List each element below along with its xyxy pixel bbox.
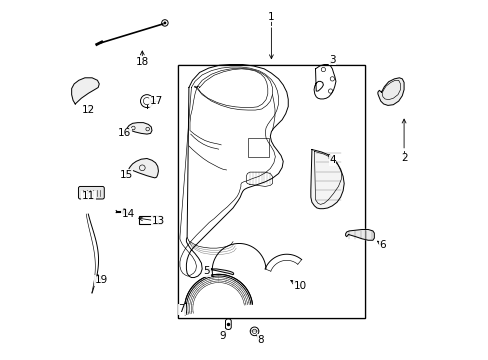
Text: 14: 14 — [121, 209, 134, 219]
Bar — [139, 216, 161, 224]
Text: 6: 6 — [379, 239, 385, 249]
Text: 10: 10 — [293, 281, 306, 291]
Text: 11: 11 — [81, 191, 95, 201]
Bar — [178, 65, 364, 318]
Polygon shape — [129, 158, 158, 178]
Text: 3: 3 — [328, 55, 335, 65]
Polygon shape — [126, 123, 152, 134]
Bar — [178, 65, 364, 318]
Text: 19: 19 — [94, 275, 107, 285]
Text: 13: 13 — [151, 216, 165, 226]
Text: 8: 8 — [257, 334, 264, 345]
Polygon shape — [345, 229, 373, 240]
Bar — [178, 65, 364, 318]
Text: 12: 12 — [81, 105, 95, 115]
Polygon shape — [72, 78, 99, 104]
Circle shape — [163, 22, 166, 24]
Polygon shape — [206, 269, 233, 275]
Text: 4: 4 — [328, 155, 335, 165]
Text: 17: 17 — [150, 96, 163, 106]
Text: 9: 9 — [219, 331, 226, 341]
Text: 15: 15 — [119, 170, 133, 180]
Text: 18: 18 — [135, 57, 149, 67]
Text: 16: 16 — [118, 129, 131, 138]
Bar — [247, 138, 268, 157]
Polygon shape — [377, 78, 403, 105]
Text: 5: 5 — [203, 266, 210, 276]
Text: 1: 1 — [267, 12, 274, 22]
Text: 7: 7 — [178, 304, 184, 314]
FancyBboxPatch shape — [78, 186, 104, 199]
Polygon shape — [310, 149, 344, 209]
Text: 2: 2 — [400, 153, 407, 163]
